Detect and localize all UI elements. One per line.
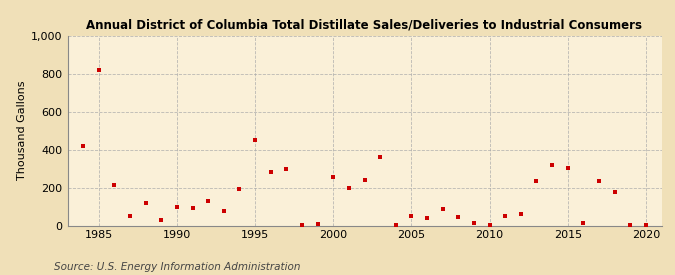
Point <box>375 155 385 160</box>
Point <box>437 207 448 211</box>
Point <box>219 209 230 213</box>
Point <box>109 183 119 187</box>
Point <box>281 166 292 171</box>
Point <box>641 222 651 227</box>
Point <box>578 221 589 225</box>
Point <box>125 214 136 218</box>
Point <box>593 179 604 183</box>
Point <box>187 206 198 211</box>
Point <box>500 214 510 218</box>
Point <box>93 68 104 72</box>
Point <box>390 222 401 227</box>
Point <box>202 199 213 203</box>
Point <box>328 175 339 179</box>
Point <box>453 215 464 219</box>
Y-axis label: Thousand Gallons: Thousand Gallons <box>17 81 27 180</box>
Point <box>562 166 573 170</box>
Point <box>516 212 526 216</box>
Point <box>140 200 151 205</box>
Point <box>484 222 495 227</box>
Point <box>171 204 182 209</box>
Point <box>296 222 307 227</box>
Point <box>531 179 542 183</box>
Point <box>265 170 276 175</box>
Point <box>313 221 323 226</box>
Point <box>78 144 88 148</box>
Point <box>422 216 433 220</box>
Point <box>156 218 167 222</box>
Point <box>547 163 558 167</box>
Point <box>406 214 416 218</box>
Title: Annual District of Columbia Total Distillate Sales/Deliveries to Industrial Cons: Annual District of Columbia Total Distil… <box>86 19 643 32</box>
Point <box>359 178 370 182</box>
Text: Source: U.S. Energy Information Administration: Source: U.S. Energy Information Administ… <box>54 262 300 272</box>
Point <box>468 221 479 225</box>
Point <box>625 222 636 227</box>
Point <box>344 185 354 190</box>
Point <box>610 190 620 194</box>
Point <box>234 187 245 192</box>
Point <box>250 138 261 142</box>
